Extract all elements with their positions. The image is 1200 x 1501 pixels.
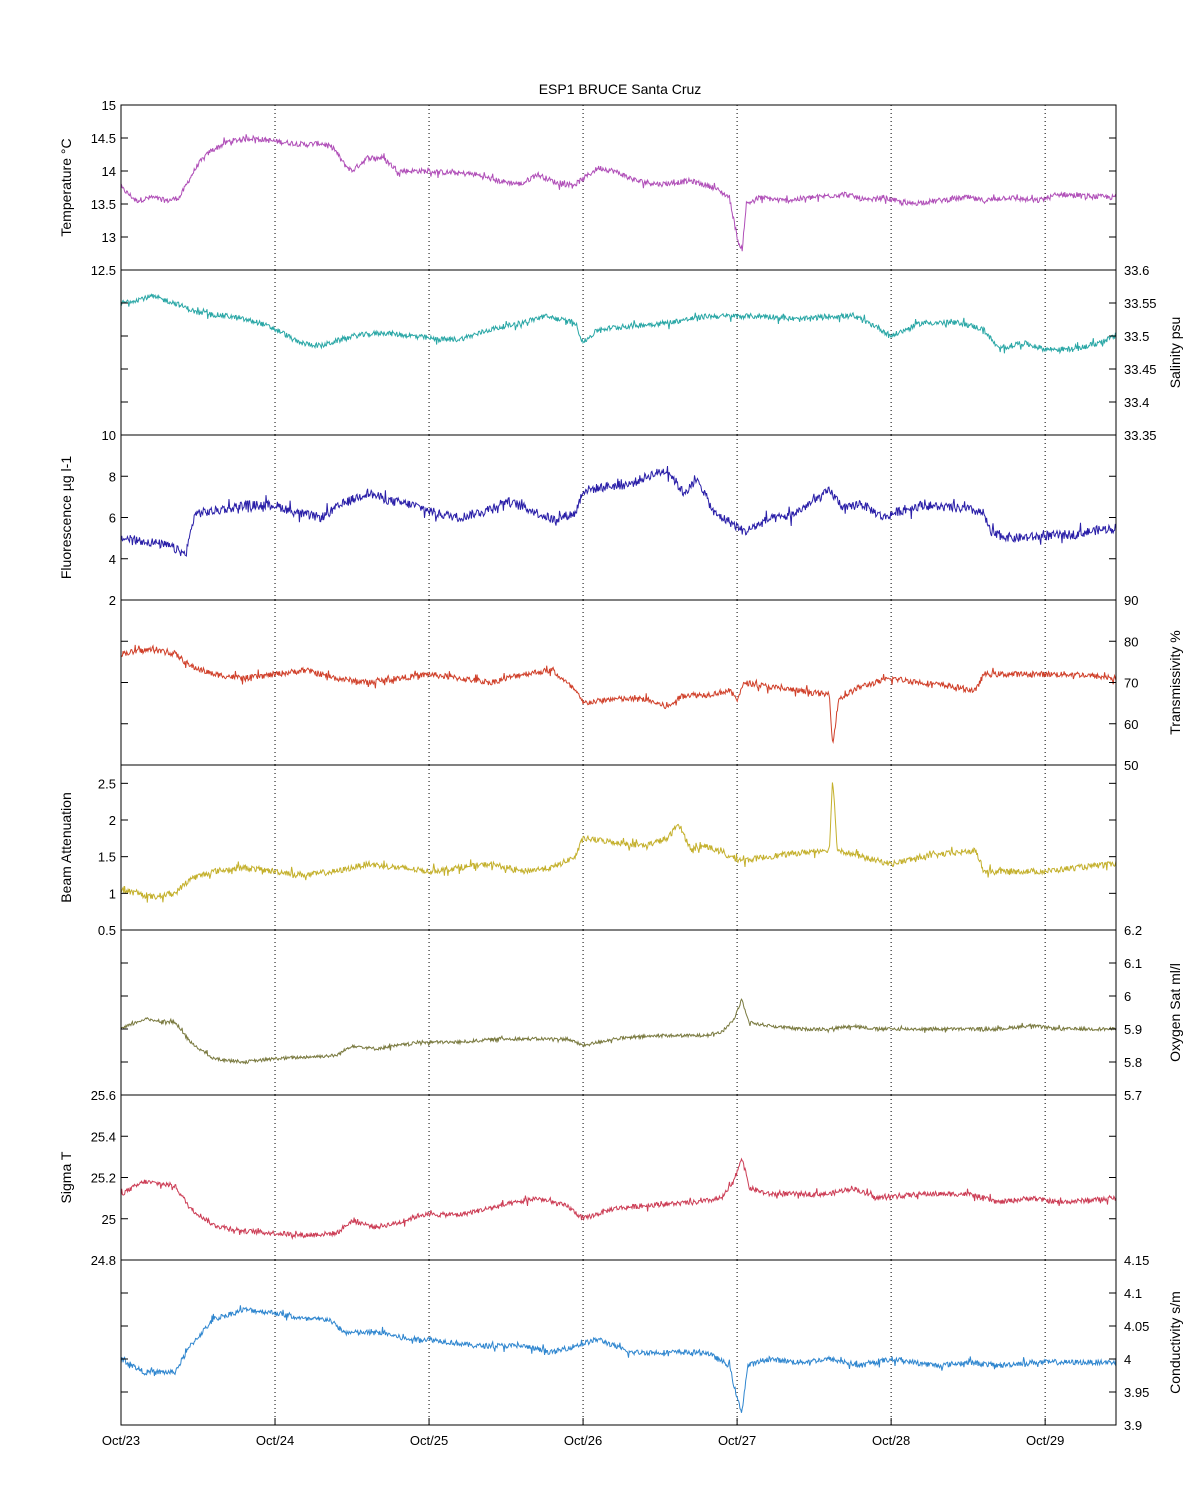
y-tick-label: 33.6	[1124, 263, 1149, 278]
series-line-beam-attenuation	[120, 782, 1117, 903]
panel-7: 24.8 25 25.2 25.4 25.6 Sigma T	[58, 1088, 1117, 1268]
panel-frame	[120, 599, 1117, 766]
chart-title: ESP1 BRUCE Santa Cruz	[539, 81, 702, 97]
series-line-sigma-t	[120, 1157, 1117, 1241]
x-tick-label: Oct/29	[1026, 1433, 1064, 1448]
panel-4: 50 60 70 80 90 Transmissivity %	[120, 593, 1183, 773]
series-line-transmissivity	[120, 644, 1117, 745]
panel-frame	[120, 764, 1117, 931]
y-tick-label: 12.5	[91, 263, 116, 278]
y-tick-label: 5.7	[1124, 1088, 1142, 1103]
panel-frame	[120, 269, 1117, 436]
y-tick-label: 6	[109, 511, 116, 526]
y-tick-label: 33.4	[1124, 395, 1149, 410]
y-tick-label: 2	[109, 593, 116, 608]
y-tick-label: 33.55	[1124, 296, 1157, 311]
panel-2: 33.35 33.4 33.45 33.5 33.55 33.6 Salinity psu	[120, 263, 1183, 443]
y-tick-label: 33.35	[1124, 428, 1157, 443]
x-tick-label: Oct/24	[256, 1433, 294, 1448]
y-axis-label: Sigma T	[58, 1151, 74, 1203]
y-tick-label: 33.45	[1124, 362, 1157, 377]
x-tick-label: Oct/23	[102, 1433, 140, 1448]
y-tick-label: 80	[1124, 634, 1138, 649]
y-tick-label: 90	[1124, 593, 1138, 608]
y-tick-label: 1.5	[98, 850, 116, 865]
series-line-oxygen-sat	[120, 998, 1117, 1065]
y-tick-label: 4	[109, 552, 116, 567]
y-axis-label: Beam Attenuation	[58, 792, 74, 903]
y-tick-label: 25.6	[91, 1088, 116, 1103]
y-tick-label: 4.15	[1124, 1253, 1149, 1268]
y-tick-label: 4.1	[1124, 1286, 1142, 1301]
panel-1: 12.5 13 13.5 14 14.5 15 Temperature °C	[58, 98, 1117, 278]
x-tick-label: Oct/26	[564, 1433, 602, 1448]
y-tick-label: 5.9	[1124, 1022, 1142, 1037]
y-tick-label: 25.2	[91, 1171, 116, 1186]
x-tick-label: Oct/28	[872, 1433, 910, 1448]
y-axis-label: Conductivity s/m	[1167, 1291, 1183, 1394]
y-tick-label: 15	[102, 98, 116, 113]
y-axis-label: Salinity psu	[1167, 317, 1183, 389]
series-line-conductivity	[120, 1305, 1117, 1413]
y-tick-label: 2.5	[98, 776, 116, 791]
y-tick-label: 24.8	[91, 1253, 116, 1268]
y-tick-label: 14	[102, 164, 116, 179]
y-tick-label: 13.5	[91, 197, 116, 212]
panel-frame	[120, 434, 1117, 601]
series-line-fluorescence	[120, 465, 1117, 557]
y-axis-label: Oxygen Sat ml/l	[1167, 963, 1183, 1062]
y-tick-label: 10	[102, 428, 116, 443]
y-tick-label: 60	[1124, 717, 1138, 732]
panel-frame	[120, 929, 1117, 1096]
y-tick-label: 6.1	[1124, 956, 1142, 971]
y-tick-label: 25.4	[91, 1129, 116, 1144]
panel-8: 3.9 3.95 4 4.05 4.1 4.15 Conductivity s/m	[120, 1253, 1183, 1433]
y-tick-label: 4	[1124, 1352, 1131, 1367]
y-tick-label: 6	[1124, 989, 1131, 1004]
y-tick-label: 25	[102, 1212, 116, 1227]
x-tick-label: Oct/27	[718, 1433, 756, 1448]
y-tick-label: 4.05	[1124, 1319, 1149, 1334]
y-tick-label: 50	[1124, 758, 1138, 773]
y-tick-label: 33.5	[1124, 329, 1149, 344]
y-axis-label: Transmissivity %	[1167, 630, 1183, 735]
y-tick-label: 8	[109, 469, 116, 484]
panel-frame	[120, 104, 1117, 271]
series-line-salinity	[120, 293, 1117, 355]
y-tick-label: 2	[109, 813, 116, 828]
y-axis-label: Fluorescence µg l-1	[58, 456, 74, 579]
y-tick-label: 0.5	[98, 923, 116, 938]
y-tick-label: 6.2	[1124, 923, 1142, 938]
panel-5: 0.5 1 1.5 2 2.5 Beam Attenuation	[58, 764, 1117, 938]
y-tick-label: 1	[109, 886, 116, 901]
y-tick-label: 3.9	[1124, 1418, 1142, 1433]
y-tick-label: 5.8	[1124, 1055, 1142, 1070]
panel-6: 5.7 5.8 5.9 6 6.1 6.2 Oxygen Sat ml/l	[120, 923, 1183, 1103]
y-tick-label: 3.95	[1124, 1385, 1149, 1400]
y-tick-label: 13	[102, 230, 116, 245]
x-axis: Oct/23 Oct/24 Oct/25 Oct/26 Oct/27 Oct/28 Oct/…	[102, 1418, 1064, 1448]
y-tick-label: 14.5	[91, 131, 116, 146]
y-tick-label: 70	[1124, 676, 1138, 691]
x-tick-label: Oct/25	[410, 1433, 448, 1448]
panel-frame	[120, 1259, 1117, 1426]
panel-3: 2 4 6 8 10 Fluorescence µg l-1	[58, 428, 1117, 608]
y-axis-label: Temperature °C	[58, 138, 74, 236]
series-line-temperature	[120, 134, 1117, 252]
